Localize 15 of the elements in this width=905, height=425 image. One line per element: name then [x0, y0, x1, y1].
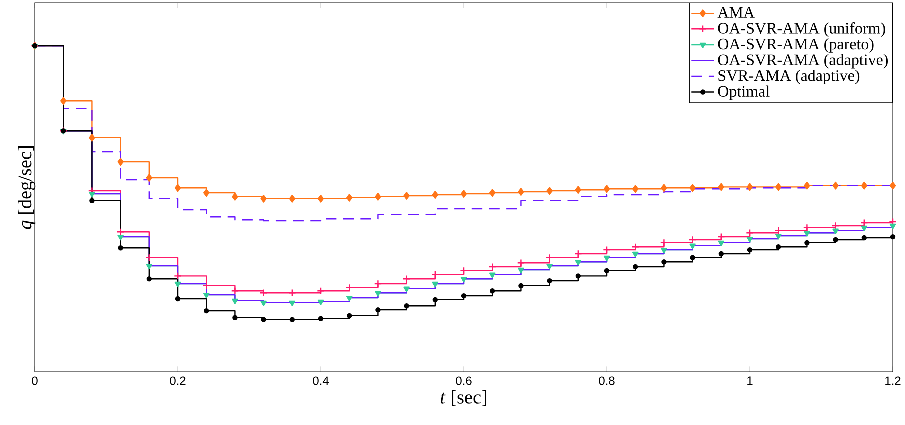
legend-label: OA-SVR-AMA (uniform) — [718, 22, 886, 38]
x-tick-label: 1.2 — [886, 376, 901, 386]
x-tick-label: 0.2 — [170, 376, 186, 386]
y-axis-title: q [deg/sec] — [18, 146, 36, 230]
legend-label: AMA — [718, 7, 755, 18]
x-tick-label: 0.4 — [313, 376, 329, 386]
x-axis-title: t [sec] — [440, 390, 487, 406]
x-tick-label: 0.6 — [456, 376, 472, 386]
legend-label: Optimal — [718, 86, 770, 100]
legend-label: OA-SVR-AMA (adaptive) — [718, 54, 888, 69]
x-tick-label: 1 — [748, 376, 753, 385]
legend-label: SVR-AMA (adaptive) — [718, 70, 860, 84]
x-tick-label: 0 — [32, 376, 38, 386]
x-tick-label: 0.8 — [599, 376, 615, 386]
legend-label: OA-SVR-AMA (pareto) — [718, 38, 874, 53]
